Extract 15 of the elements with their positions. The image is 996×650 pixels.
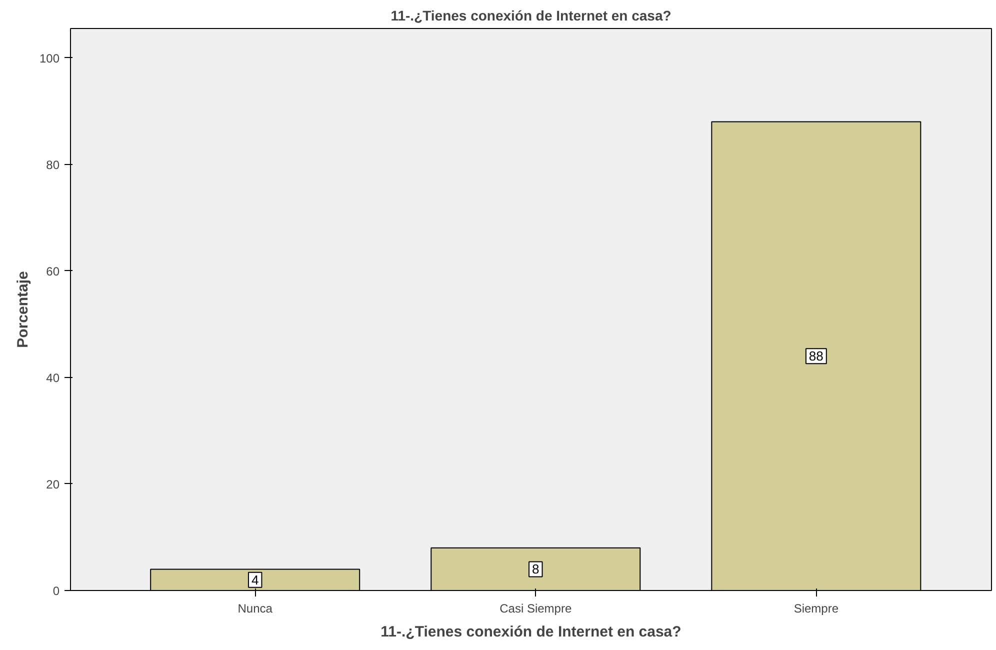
y-axis-title: Porcentaje xyxy=(14,271,32,348)
y-tick-label: 80 xyxy=(46,158,60,172)
chart-title: 11-.¿Tienes conexión de Internet en casa? xyxy=(390,8,672,24)
data-label: 8 xyxy=(532,562,540,577)
data-label: 4 xyxy=(251,572,259,588)
y-tick-label: 60 xyxy=(46,264,60,278)
x-axis-title: 11-.¿Tienes conexión de Internet en casa? xyxy=(380,624,682,640)
x-tick-label: Siempre xyxy=(794,602,839,616)
y-tick-label: 0 xyxy=(52,584,60,598)
y-tick-label: 20 xyxy=(46,477,60,492)
x-tick-label: Casi Siempre xyxy=(500,602,572,616)
data-label: 88 xyxy=(808,348,824,364)
y-tick-label: 100 xyxy=(39,51,60,66)
y-tick-label: 40 xyxy=(46,370,60,385)
x-tick-label: Nunca xyxy=(238,602,273,616)
